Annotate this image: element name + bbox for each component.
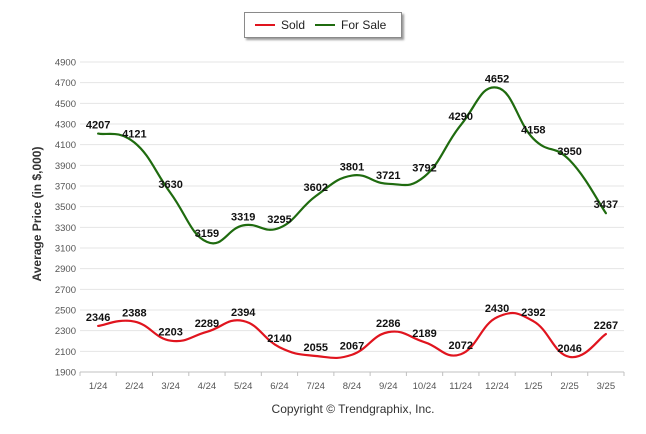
x-tick-label: 2/25 — [560, 381, 579, 392]
data-label-sold: 2046 — [557, 343, 581, 355]
x-tick-label: 3/24 — [161, 381, 180, 392]
data-label-for-sale: 3319 — [231, 211, 255, 223]
y-tick-label: 2100 — [55, 347, 76, 358]
data-label-sold: 2286 — [376, 318, 400, 330]
y-tick-label: 4300 — [55, 120, 76, 131]
data-label-for-sale: 3721 — [376, 170, 400, 182]
x-tick-label: 8/24 — [343, 381, 362, 392]
legend-swatch-sold — [255, 23, 275, 26]
legend-item-for-sale[interactable]: For Sale — [315, 18, 386, 32]
data-label-for-sale: 4207 — [86, 120, 110, 132]
y-tick-label: 4900 — [55, 58, 76, 69]
x-tick-label: 12/24 — [485, 381, 509, 392]
y-tick-label: 2700 — [55, 285, 76, 296]
y-tick-label: 3500 — [55, 202, 76, 213]
x-tick-label: 6/24 — [270, 381, 289, 392]
x-tick-label: 1/24 — [89, 381, 108, 392]
x-tick-label: 10/24 — [413, 381, 437, 392]
data-label-sold: 2055 — [303, 342, 327, 354]
data-label-sold: 2430 — [485, 303, 509, 315]
y-tick-label: 3900 — [55, 161, 76, 172]
x-tick-label: 11/24 — [449, 381, 472, 392]
data-label-for-sale: 4652 — [485, 74, 509, 86]
x-tick-label: 7/24 — [306, 381, 325, 392]
data-label-sold: 2346 — [86, 312, 110, 324]
data-label-for-sale: 3630 — [158, 179, 182, 191]
x-tick-label: 4/24 — [198, 381, 217, 392]
x-tick-labels: 1/24 2/24 3/24 4/24 5/24 6/24 7/24 8/24 9/24 10/2… — [89, 381, 615, 392]
data-label-for-sale: 3437 — [594, 199, 618, 211]
data-label-for-sale: 4158 — [521, 125, 545, 137]
copyright-footer: Copyright © Trendgraphix, Inc. — [271, 402, 435, 416]
x-tick-label: 9/24 — [379, 381, 398, 392]
y-tick-label: 2900 — [55, 264, 76, 275]
data-label-sold: 2394 — [231, 307, 256, 319]
y-tick-label: 3700 — [55, 182, 76, 193]
x-tick-label: 1/25 — [524, 381, 543, 392]
data-label-sold: 2289 — [195, 318, 219, 330]
data-label-for-sale: 3801 — [340, 162, 364, 174]
data-label-for-sale: 4121 — [122, 128, 146, 140]
data-label-sold: 2140 — [267, 333, 291, 345]
data-label-for-sale: 3295 — [267, 214, 291, 226]
series-lines — [97, 86, 607, 360]
legend-item-sold[interactable]: Sold — [255, 18, 305, 32]
data-label-for-sale: 3950 — [557, 146, 581, 158]
data-label-sold: 2267 — [594, 320, 618, 332]
x-tick-label: 2/24 — [125, 381, 144, 392]
legend: Sold For Sale — [244, 12, 402, 38]
y-tick-label: 4500 — [55, 99, 76, 110]
legend-label-sold: Sold — [281, 18, 306, 32]
data-label-for-sale: 4290 — [449, 111, 473, 123]
y-tick-label: 4100 — [55, 140, 76, 151]
legend-swatch-for-sale — [315, 23, 335, 26]
data-label-for-sale: 3602 — [303, 182, 327, 194]
data-label-for-sale: 3159 — [195, 228, 219, 240]
data-label-sold: 2067 — [340, 341, 364, 353]
y-tick-label: 2300 — [55, 326, 76, 337]
y-tick-label: 4700 — [55, 78, 76, 89]
x-tick-label: 3/25 — [597, 381, 616, 392]
data-label-sold: 2189 — [412, 328, 436, 340]
data-label-for-sale: 3792 — [412, 162, 436, 174]
data-labels: 2346 2388 2203 2289 2394 2140 2055 2067 2286 2189… — [86, 74, 618, 355]
x-tick-label: 5/24 — [234, 381, 253, 392]
y-axis-label: Average Price (in $,000) — [30, 146, 44, 282]
y-tick-labels: 1900 2100 2300 2500 2700 2900 3100 3300 3500 3700… — [55, 58, 76, 379]
y-tick-label: 1900 — [55, 368, 76, 379]
y-tick-label: 3300 — [55, 223, 76, 234]
y-tick-label: 2500 — [55, 306, 76, 317]
y-tick-label: 3100 — [55, 244, 76, 255]
data-label-sold: 2388 — [122, 308, 146, 320]
data-label-sold: 2203 — [158, 327, 182, 339]
legend-label-for-sale: For Sale — [341, 18, 387, 32]
data-label-sold: 2072 — [449, 340, 473, 352]
axes — [79, 371, 625, 376]
data-label-sold: 2392 — [521, 307, 545, 319]
grid-lines — [80, 61, 624, 373]
